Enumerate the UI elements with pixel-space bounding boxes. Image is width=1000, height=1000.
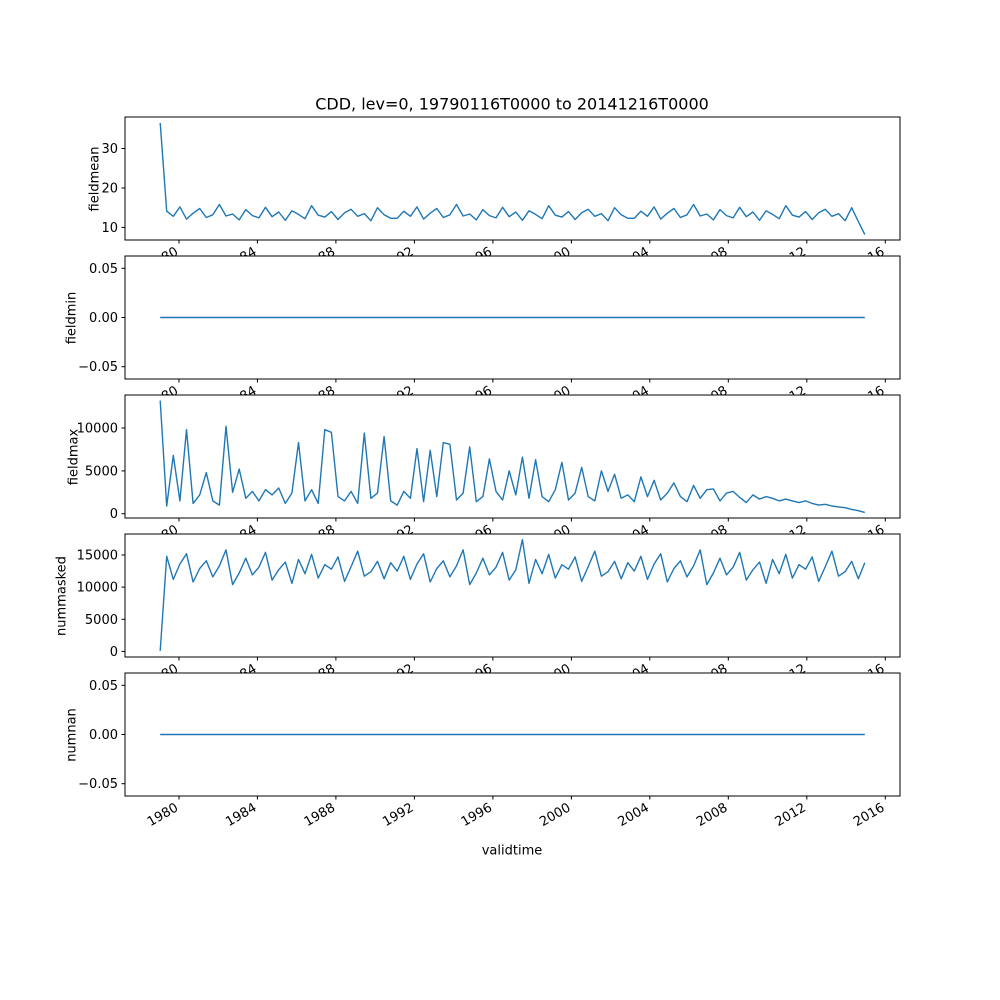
- svg-text:0: 0: [110, 507, 118, 522]
- series-fieldmean: [159, 122, 866, 235]
- svg-text:15000: 15000: [77, 549, 118, 564]
- svg-text:1988: 1988: [302, 800, 338, 830]
- svg-text:0.05: 0.05: [89, 679, 118, 694]
- svg-text:−0.05: −0.05: [78, 360, 118, 375]
- y-axis-label-fieldmax: fieldmax: [66, 428, 82, 485]
- svg-text:5000: 5000: [85, 613, 118, 628]
- y-axis-label-fieldmin: fieldmin: [64, 291, 80, 344]
- svg-text:0.00: 0.00: [89, 728, 118, 743]
- svg-text:1984: 1984: [223, 800, 259, 830]
- series-fieldmax: [159, 400, 865, 514]
- subplot-fieldmax: 0500010000198019841988199219962000200420…: [77, 394, 901, 552]
- svg-text:1996: 1996: [459, 800, 495, 830]
- svg-text:10: 10: [101, 221, 118, 236]
- x-axis-label: validtime: [481, 843, 543, 859]
- chart-title: CDD, lev=0, 19790116T0000 to 20141216T00…: [315, 94, 709, 114]
- series-nummasked: [159, 538, 866, 651]
- y-axis-label-nummasked: nummasked: [54, 555, 70, 636]
- svg-text:2004: 2004: [616, 800, 652, 830]
- svg-text:2016: 2016: [851, 800, 887, 830]
- svg-text:2012: 2012: [773, 800, 809, 830]
- svg-text:2008: 2008: [694, 800, 730, 830]
- svg-text:0: 0: [110, 645, 118, 660]
- subplot-numnan: −0.05 0.00 0.05 1980 1984 1988 1992 1996 2000 200…: [78, 672, 901, 830]
- svg-text:20: 20: [101, 182, 118, 197]
- svg-text:1980: 1980: [145, 800, 181, 830]
- subplot-fieldmin: −0.050.000.05198019841988199219962000200…: [78, 255, 901, 413]
- svg-text:2000: 2000: [537, 800, 573, 830]
- svg-text:0.00: 0.00: [89, 311, 118, 326]
- svg-text:1992: 1992: [380, 800, 416, 830]
- svg-text:0.05: 0.05: [89, 262, 118, 277]
- y-axis-label-numnan: numnan: [64, 707, 80, 762]
- svg-text:30: 30: [101, 142, 118, 157]
- svg-text:−0.05: −0.05: [78, 777, 118, 792]
- svg-text:10000: 10000: [77, 422, 118, 437]
- subplot-fieldmean: 1020301980198419881992199620002004200820…: [101, 116, 901, 274]
- subplot-nummasked: 0500010000150001980198419881992199620002…: [77, 533, 901, 691]
- y-axis-label-fieldmean: fieldmean: [87, 146, 103, 211]
- svg-text:10000: 10000: [77, 581, 118, 596]
- svg-text:5000: 5000: [85, 464, 118, 479]
